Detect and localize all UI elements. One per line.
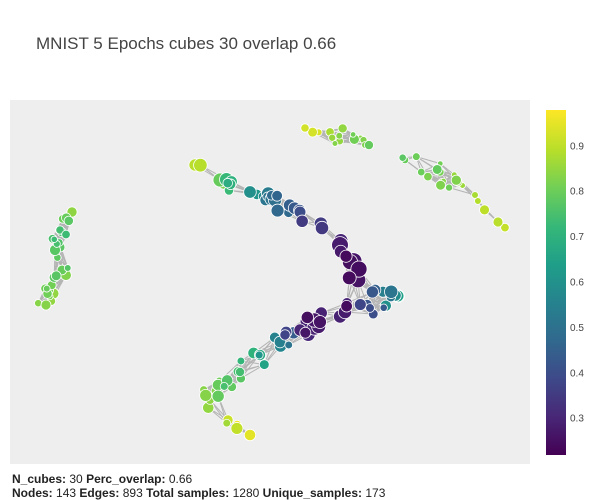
graph-node[interactable]	[222, 177, 233, 189]
graph-node[interactable]	[300, 310, 314, 325]
colorbar-tick-label: 0.3	[570, 414, 584, 425]
graph-node[interactable]	[63, 215, 74, 226]
graph-node[interactable]	[270, 203, 285, 218]
overlap-value: 0.66	[168, 472, 193, 486]
graph-node[interactable]	[254, 350, 264, 360]
ncubes-label: N_cubes:	[12, 472, 67, 486]
graph-node[interactable]	[412, 152, 421, 161]
graph-node[interactable]	[63, 264, 72, 272]
graph-node[interactable]	[431, 164, 443, 175]
colorbar	[546, 110, 566, 455]
summary-line-2: Nodes: 143 Edges: 893 Total samples: 128…	[12, 486, 385, 500]
graph-node[interactable]	[328, 133, 337, 142]
colorbar-tick-label: 0.7	[570, 232, 584, 243]
graph-node[interactable]	[445, 183, 454, 192]
graph-node[interactable]	[450, 174, 462, 186]
graph-node[interactable]	[341, 270, 357, 286]
graph-node[interactable]	[353, 298, 367, 311]
graph-node[interactable]	[299, 326, 312, 339]
summary-line-1: N_cubes: 30 Perc_overlap: 0.66	[12, 472, 385, 486]
graph-node[interactable]	[50, 235, 58, 243]
node-layer	[34, 123, 510, 442]
graph-node[interactable]	[243, 428, 257, 442]
summary-footer: N_cubes: 30 Perc_overlap: 0.66 Nodes: 14…	[12, 472, 385, 500]
total-samples-label: Total samples:	[146, 486, 230, 500]
graph-node[interactable]	[474, 197, 482, 205]
graph-node[interactable]	[219, 381, 229, 391]
graph-node[interactable]	[417, 167, 426, 177]
graph-node[interactable]	[284, 340, 294, 350]
graph-node[interactable]	[313, 315, 327, 329]
graph-node[interactable]	[340, 299, 353, 313]
chart-title: MNIST 5 Epochs cubes 30 overlap 0.66	[36, 34, 337, 53]
graph-node[interactable]	[423, 171, 433, 182]
graph-node[interactable]	[398, 153, 407, 162]
graph-node[interactable]	[234, 366, 245, 377]
graph-node[interactable]	[271, 189, 283, 202]
graph-node[interactable]	[314, 220, 330, 236]
graph-node[interactable]	[335, 131, 344, 140]
graph-node[interactable]	[193, 158, 208, 173]
graph-node[interactable]	[349, 131, 357, 138]
graph-node[interactable]	[230, 422, 244, 435]
colorbar-tick-label: 0.5	[570, 323, 584, 334]
colorbar-tick-label: 0.4	[570, 368, 584, 379]
graph-node[interactable]	[50, 270, 62, 282]
colorbar-tick-label: 0.8	[570, 187, 584, 198]
graph-node[interactable]	[61, 229, 71, 240]
total-samples-value: 1280	[232, 486, 260, 500]
graph-node[interactable]	[300, 123, 310, 133]
graph-node[interactable]	[259, 359, 270, 370]
nodes-label: Nodes:	[12, 486, 53, 500]
graph-node[interactable]	[365, 285, 379, 299]
plot-area	[10, 100, 530, 464]
ncubes-value: 30	[69, 472, 83, 486]
unique-samples-value: 173	[365, 486, 386, 500]
graph-node[interactable]	[222, 418, 232, 428]
colorbar-ticks: 0.3 0.4 0.5 0.6 0.7 0.8 0.9	[570, 141, 584, 424]
colorbar-tick-label: 0.6	[570, 278, 584, 289]
graph-node[interactable]	[211, 389, 225, 403]
graph-node[interactable]	[350, 260, 368, 278]
graph-node[interactable]	[384, 284, 399, 299]
edges-value: 893	[122, 486, 143, 500]
graph-node[interactable]	[379, 303, 388, 312]
graph-node[interactable]	[435, 179, 446, 191]
overlap-label: Perc_overlap:	[86, 472, 166, 486]
graph-node[interactable]	[365, 303, 375, 313]
graph-node[interactable]	[331, 140, 339, 147]
graph-node[interactable]	[363, 140, 374, 151]
graph-node[interactable]	[199, 388, 213, 402]
graph-node[interactable]	[339, 249, 353, 263]
graph-node[interactable]	[243, 185, 257, 199]
graph-node[interactable]	[295, 214, 309, 228]
unique-samples-label: Unique_samples:	[262, 486, 363, 500]
graph-node[interactable]	[479, 204, 490, 216]
nodes-value: 143	[56, 486, 77, 500]
graph-node[interactable]	[42, 284, 51, 293]
graph-node[interactable]	[471, 191, 479, 199]
graph-node[interactable]	[500, 222, 510, 233]
graph-node[interactable]	[492, 216, 504, 228]
colorbar-tick-label: 0.9	[570, 141, 584, 152]
graph-node[interactable]	[279, 329, 291, 341]
graph-node[interactable]	[236, 356, 246, 366]
edges-label: Edges:	[79, 486, 120, 500]
graph-node[interactable]	[337, 123, 348, 134]
graph-node[interactable]	[307, 126, 318, 138]
graph-node[interactable]	[40, 299, 52, 311]
